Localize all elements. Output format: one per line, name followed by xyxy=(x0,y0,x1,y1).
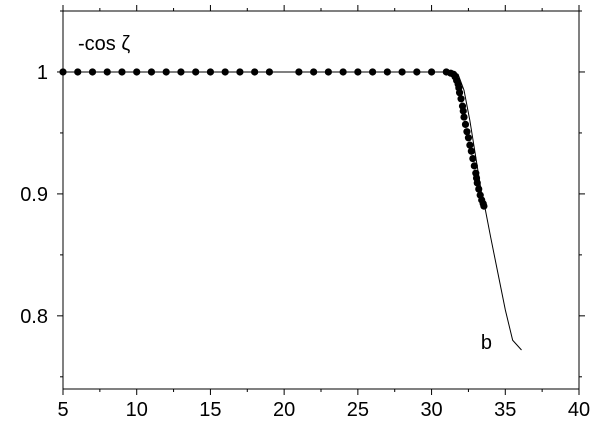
data-point xyxy=(177,68,185,76)
curve-annotation: b xyxy=(481,332,492,354)
data-point xyxy=(59,68,67,76)
data-point xyxy=(455,89,464,97)
data-point xyxy=(383,68,391,76)
y-tick-label: 0.8 xyxy=(20,306,48,328)
data-point xyxy=(464,134,473,142)
series-markers xyxy=(59,68,488,210)
tick-labels: 5 10 15 20 25 30 35 40 0.8 0.9 1 xyxy=(20,62,590,421)
x-tick-label: 30 xyxy=(420,399,442,421)
y-axis-label: -cos ζ xyxy=(78,33,130,55)
data-point xyxy=(467,147,475,155)
data-point xyxy=(295,68,303,76)
data-point xyxy=(473,179,481,187)
data-point xyxy=(339,68,347,76)
data-point xyxy=(463,128,471,136)
data-point xyxy=(469,154,477,163)
data-point xyxy=(480,202,488,210)
data-point xyxy=(251,68,259,76)
x-tick-label: 10 xyxy=(126,399,148,421)
data-point xyxy=(147,68,156,76)
data-point xyxy=(459,107,467,115)
y-tick-label: 0.9 xyxy=(20,184,48,206)
x-tick-label: 20 xyxy=(273,399,295,421)
data-point xyxy=(427,68,436,76)
x-tick-label: 5 xyxy=(57,399,68,421)
data-point xyxy=(470,162,478,170)
y-tick-label: 1 xyxy=(37,62,48,84)
axis-ticks xyxy=(57,5,585,395)
data-point xyxy=(369,68,377,76)
series-line xyxy=(63,71,522,351)
data-point xyxy=(74,68,82,76)
data-point xyxy=(413,68,421,76)
data-point xyxy=(192,68,200,76)
x-tick-label: 35 xyxy=(494,399,516,421)
data-point xyxy=(118,68,126,76)
data-point xyxy=(206,68,215,76)
data-point xyxy=(221,68,229,76)
data-point xyxy=(265,68,273,76)
data-point xyxy=(460,113,468,121)
data-point xyxy=(310,68,318,76)
x-tick-label: 15 xyxy=(199,399,221,421)
data-point xyxy=(475,185,483,193)
x-tick-label: 40 xyxy=(568,399,590,421)
data-point xyxy=(466,141,474,149)
data-point xyxy=(103,68,111,76)
data-point xyxy=(88,68,97,76)
plot-frame xyxy=(62,10,580,390)
data-point xyxy=(398,68,406,76)
data-point xyxy=(236,68,244,76)
data-point xyxy=(133,68,141,76)
data-point xyxy=(162,68,170,76)
data-point xyxy=(461,120,470,128)
x-tick-label: 25 xyxy=(347,399,369,421)
data-point xyxy=(457,95,465,103)
data-point xyxy=(324,68,332,76)
data-point xyxy=(354,68,362,76)
